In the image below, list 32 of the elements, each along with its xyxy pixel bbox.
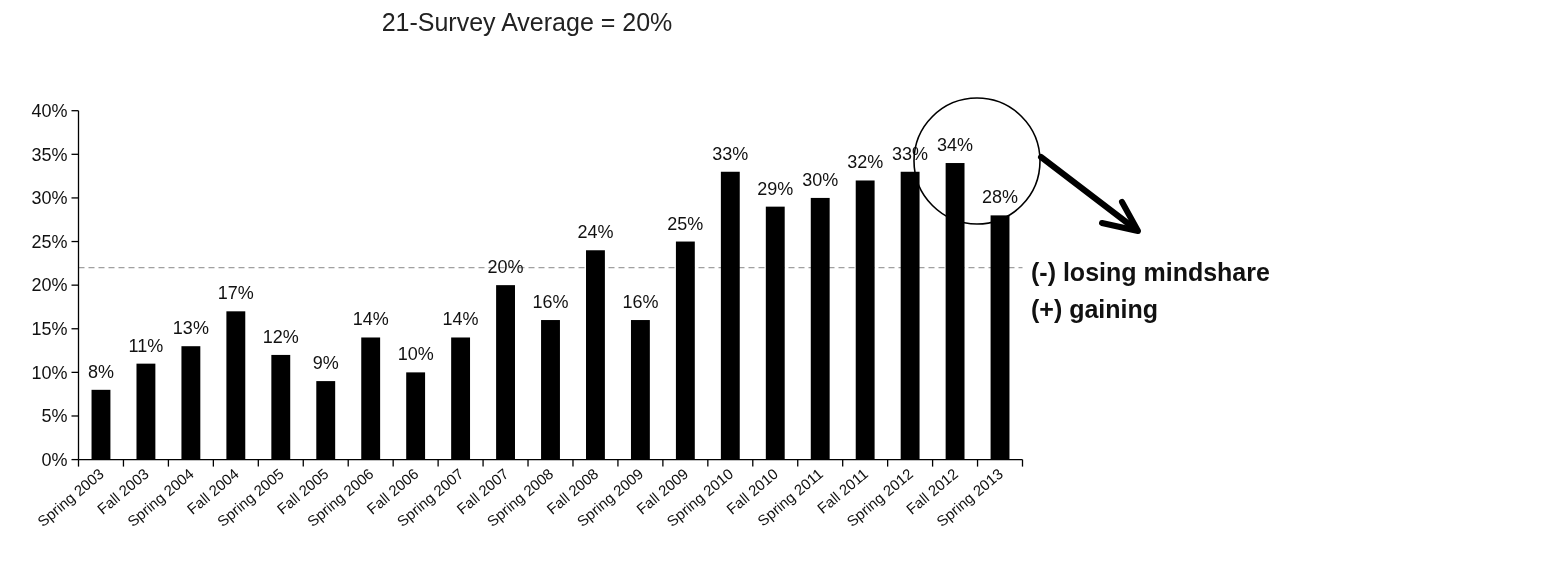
- y-tick-label: 0%: [41, 449, 68, 470]
- text: (-) losing mindshare: [1031, 258, 1270, 286]
- data-label: 33%: [712, 143, 749, 164]
- y-tick-label: 20%: [31, 275, 68, 296]
- data-label: 28%: [982, 187, 1019, 208]
- data-label: 13%: [172, 318, 209, 339]
- data-label: 24%: [577, 222, 614, 243]
- y-tick-label: 40%: [31, 101, 68, 121]
- data-label: 16%: [622, 292, 659, 313]
- data-label: 10%: [397, 344, 434, 365]
- y-tick-label: 10%: [31, 362, 68, 383]
- y-tick-label: 30%: [31, 188, 68, 209]
- data-label: 8%: [87, 361, 114, 382]
- data-label: 32%: [847, 152, 884, 173]
- data-label: 12%: [262, 326, 299, 347]
- chart-title: 21-Survey Average = 20%: [381, 8, 673, 36]
- y-tick-label: 15%: [31, 319, 68, 340]
- text: (+) gaining: [1031, 295, 1159, 323]
- data-label: 14%: [442, 309, 479, 330]
- data-label: 30%: [802, 169, 839, 190]
- data-label: 20%: [487, 257, 524, 278]
- data-label: 34%: [937, 135, 974, 156]
- data-label: 16%: [532, 292, 569, 313]
- data-label: 29%: [757, 178, 794, 199]
- data-label: 9%: [312, 353, 339, 374]
- y-tick-label: 25%: [31, 231, 68, 252]
- y-tick-label: 35%: [31, 144, 68, 165]
- data-label: 17%: [217, 283, 254, 304]
- data-label: 14%: [352, 309, 389, 330]
- data-label: 25%: [667, 213, 704, 234]
- data-label: 11%: [128, 335, 164, 356]
- y-tick-label: 5%: [41, 406, 68, 427]
